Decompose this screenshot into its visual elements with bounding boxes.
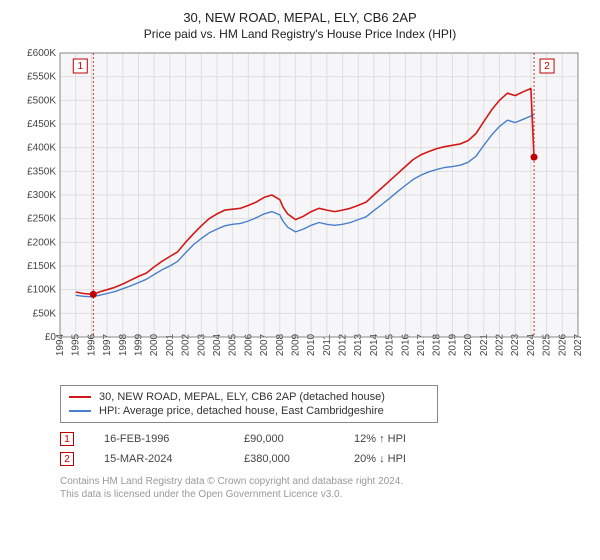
marker-date: 16-FEB-1996: [104, 433, 214, 445]
marker-row: 2 15-MAR-2024 £380,000 20% ↓ HPI: [60, 449, 588, 469]
svg-text:£400K: £400K: [27, 143, 56, 154]
price-chart: £0£50K£100K£150K£200K£250K£300K£350K£400…: [12, 47, 588, 377]
svg-text:2: 2: [544, 61, 550, 72]
marker-row: 1 16-FEB-1996 £90,000 12% ↑ HPI: [60, 429, 588, 449]
marker-index-box: 2: [60, 452, 74, 466]
chart-container: 30, NEW ROAD, MEPAL, ELY, CB6 2AP Price …: [0, 0, 600, 513]
svg-text:£100K: £100K: [27, 285, 56, 296]
legend-swatch: [69, 410, 91, 412]
legend-label: HPI: Average price, detached house, East…: [99, 405, 384, 417]
chart-title: 30, NEW ROAD, MEPAL, ELY, CB6 2AP: [12, 10, 588, 25]
svg-text:£150K: £150K: [27, 261, 56, 272]
marker-table: 1 16-FEB-1996 £90,000 12% ↑ HPI 2 15-MAR-2024…: [60, 429, 588, 469]
svg-text:£550K: £550K: [27, 72, 56, 83]
svg-text:£450K: £450K: [27, 119, 56, 130]
marker-delta: 20% ↓ HPI: [354, 453, 406, 465]
legend-row: 30, NEW ROAD, MEPAL, ELY, CB6 2AP (detac…: [69, 390, 429, 404]
legend-box: 30, NEW ROAD, MEPAL, ELY, CB6 2AP (detac…: [60, 385, 438, 423]
svg-text:£50K: £50K: [33, 308, 57, 319]
legend-label: 30, NEW ROAD, MEPAL, ELY, CB6 2AP (detac…: [99, 391, 385, 403]
footer-line-1: Contains HM Land Registry data © Crown c…: [60, 475, 588, 488]
marker-price: £90,000: [244, 433, 324, 445]
svg-text:£250K: £250K: [27, 214, 56, 225]
svg-text:£500K: £500K: [27, 95, 56, 106]
svg-text:1: 1: [77, 61, 83, 72]
chart-area: £0£50K£100K£150K£200K£250K£300K£350K£400…: [12, 47, 588, 377]
marker-price: £380,000: [244, 453, 324, 465]
marker-date: 15-MAR-2024: [104, 453, 214, 465]
chart-subtitle: Price paid vs. HM Land Registry's House …: [12, 27, 588, 41]
footer-line-2: This data is licensed under the Open Gov…: [60, 488, 588, 501]
marker-delta: 12% ↑ HPI: [354, 433, 406, 445]
svg-text:£200K: £200K: [27, 237, 56, 248]
legend-row: HPI: Average price, detached house, East…: [69, 404, 429, 418]
marker-index-box: 1: [60, 432, 74, 446]
footer-attribution: Contains HM Land Registry data © Crown c…: [60, 475, 588, 501]
svg-text:£600K: £600K: [27, 48, 56, 59]
svg-text:£350K: £350K: [27, 166, 56, 177]
legend-swatch: [69, 396, 91, 398]
svg-text:£300K: £300K: [27, 190, 56, 201]
